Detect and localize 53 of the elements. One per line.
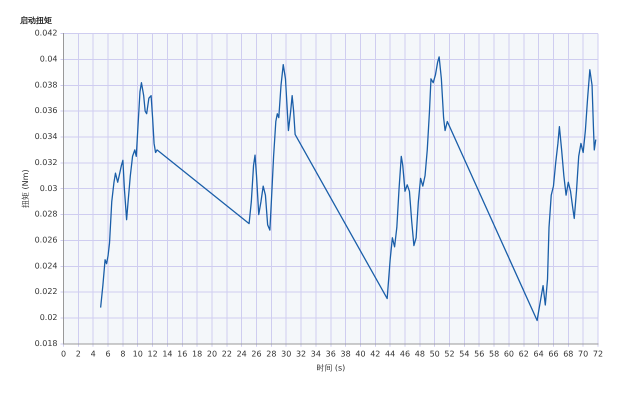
x-tick-label: 6 bbox=[105, 350, 111, 359]
x-tick-label: 54 bbox=[459, 350, 470, 359]
y-tick-label: 0.024 bbox=[34, 261, 58, 270]
y-tick-label: 0.022 bbox=[34, 287, 58, 296]
x-tick-label: 20 bbox=[206, 350, 218, 359]
y-tick-label: 0.028 bbox=[34, 210, 58, 219]
y-tick-label: 0.042 bbox=[34, 28, 58, 38]
x-tick-label: 40 bbox=[355, 350, 366, 359]
x-tick-label: 52 bbox=[444, 350, 455, 359]
y-tick-label: 0.032 bbox=[34, 158, 58, 167]
x-tick-label: 30 bbox=[281, 350, 292, 359]
y-tick-label: 0.04 bbox=[40, 54, 58, 64]
x-tick-label: 70 bbox=[578, 350, 588, 359]
x-tick-label: 38 bbox=[340, 350, 351, 359]
x-tick-label: 68 bbox=[563, 350, 574, 359]
x-axis-title: 时间 (s) bbox=[316, 363, 346, 372]
x-tick-label: 26 bbox=[251, 350, 262, 359]
x-tick-label: 50 bbox=[430, 350, 440, 359]
x-tick-label: 56 bbox=[474, 350, 484, 359]
x-tick-label: 62 bbox=[518, 350, 529, 359]
x-tick-label: 28 bbox=[266, 350, 276, 359]
x-tick-label: 48 bbox=[414, 350, 425, 359]
y-tick-label: 0.034 bbox=[34, 132, 58, 142]
x-tick-label: 72 bbox=[592, 350, 604, 359]
x-tick-label: 24 bbox=[236, 350, 247, 359]
y-tick-label: 0.038 bbox=[34, 80, 58, 90]
x-tick-label: 46 bbox=[400, 350, 410, 359]
x-tick-label: 4 bbox=[90, 350, 96, 359]
x-tick-label: 36 bbox=[326, 350, 336, 359]
x-tick-label: 18 bbox=[192, 350, 202, 359]
x-tick-label: 10 bbox=[132, 350, 143, 359]
y-axis-title: 扭矩 (Nm) bbox=[20, 169, 30, 208]
x-tick-label: 16 bbox=[177, 350, 188, 359]
y-tick-label: 0.036 bbox=[34, 106, 58, 116]
x-tick-label: 64 bbox=[534, 350, 544, 359]
y-tick-label: 0.03 bbox=[40, 184, 58, 193]
x-tick-label: 12 bbox=[147, 350, 158, 359]
x-tick-label: 44 bbox=[385, 350, 396, 359]
x-tick-label: 32 bbox=[296, 350, 306, 359]
x-tick-label: 8 bbox=[120, 350, 126, 359]
x-tick-label: 2 bbox=[76, 350, 81, 359]
chart-title: 启动扭矩 bbox=[19, 14, 52, 25]
x-tick-label: 42 bbox=[370, 350, 380, 359]
y-tick-label: 0.018 bbox=[34, 338, 58, 348]
x-tick-label: 0 bbox=[60, 350, 66, 359]
x-tick-label: 66 bbox=[548, 350, 559, 359]
x-tick-label: 22 bbox=[222, 350, 232, 359]
y-tick-label: 0.026 bbox=[34, 235, 58, 244]
x-tick-label: 58 bbox=[488, 350, 500, 359]
y-tick-label: 0.02 bbox=[40, 313, 58, 322]
x-tick-label: 60 bbox=[504, 350, 514, 359]
x-tick-label: 34 bbox=[310, 350, 321, 359]
x-tick-label: 14 bbox=[162, 350, 173, 359]
